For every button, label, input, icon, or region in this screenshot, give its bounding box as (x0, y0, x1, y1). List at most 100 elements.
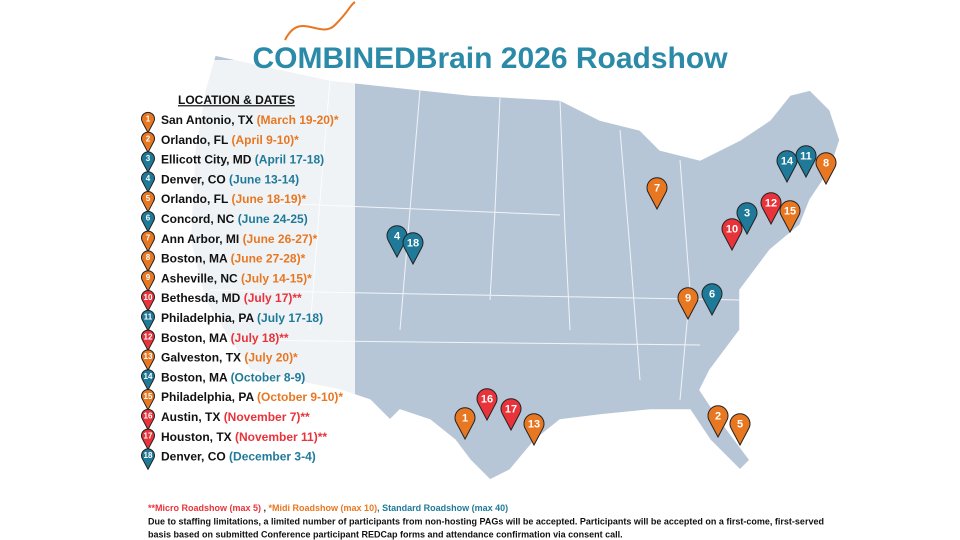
list-row: 6 Concord, NC (June 24-25) (141, 210, 308, 233)
pin-shape (141, 290, 155, 312)
pin-shape (141, 270, 155, 293)
list-row: 3 Ellicott City, MD (April 17-18) (141, 151, 324, 174)
location: Orlando, FL (161, 192, 228, 206)
list-row: 2 Orlando, FL (April 9-10)* (141, 131, 299, 154)
list-text: Denver, CO (December 3-4) (161, 450, 316, 464)
pin-number: 7 (654, 182, 660, 194)
map-pin: 1 (454, 407, 476, 441)
pin-shape (677, 287, 699, 321)
pin-shape (500, 398, 522, 432)
dates: (July 20)* (244, 351, 298, 365)
pin-number: 9 (146, 273, 151, 282)
map-pin: 16 (476, 388, 498, 422)
list-row: 14 Boston, MA (October 8-9) (141, 369, 305, 392)
pin-shape (141, 171, 155, 194)
pin-number: 1 (146, 115, 151, 124)
pin-shape (721, 218, 743, 252)
list-text: Boston, MA (July 18)** (161, 331, 289, 345)
map-pin: 10 (721, 218, 743, 252)
map-pin: 5 (729, 413, 751, 447)
list-row: 16 Austin, TX (November 7)** (141, 408, 310, 431)
dates: (July 14-15)* (241, 272, 312, 286)
note-line: Due to staffing limitations, a limited n… (148, 516, 824, 526)
pin-shape (707, 405, 729, 439)
pin-shape (815, 152, 837, 186)
list-row: 12 Boston, MA (July 18)** (141, 329, 289, 352)
pin-shape (646, 177, 668, 211)
dates: (October 9-10)* (257, 390, 343, 404)
pin-number: 17 (144, 431, 153, 440)
pin-shape (141, 111, 155, 134)
list-row: 17 Houston, TX (November 11)** (141, 428, 327, 451)
list-row: 8 Boston, MA (June 27-28)* (141, 250, 306, 273)
map-pin: 15 (779, 200, 801, 234)
pin-number: 4 (394, 230, 401, 242)
pin-shape (141, 369, 155, 392)
location: Boston, MA (161, 252, 228, 266)
pin-shape (141, 389, 155, 411)
location: Houston, TX (161, 430, 232, 444)
list-text: Philadelphia, PA (October 9-10)* (161, 390, 343, 404)
pin-shape (402, 232, 424, 266)
pin-shape (141, 448, 155, 471)
pin-shape (141, 131, 155, 154)
pin-number: 18 (407, 237, 419, 249)
list-row: 1 San Antonio, TX (March 19-20)* (141, 111, 339, 134)
dates: (July 17)** (244, 291, 302, 305)
list-text: Boston, MA (June 27-28)* (161, 252, 306, 266)
dates: (June 13-14) (229, 173, 299, 187)
pin-shape (141, 349, 155, 372)
pin-number: 15 (784, 205, 796, 217)
pin-number: 13 (528, 418, 540, 430)
list-row: 11 Philadelphia, PA (July 17-18) (141, 309, 323, 332)
location: Denver, CO (161, 173, 226, 187)
location: Austin, TX (161, 410, 220, 424)
list-row: 9 Asheville, NC (July 14-15)* (141, 270, 312, 293)
dates: (December 3-4) (229, 450, 316, 464)
list-text: Ellicott City, MD (April 17-18) (161, 153, 324, 167)
pin-number: 12 (765, 197, 777, 209)
pin-number: 17 (505, 403, 517, 415)
list-row: 4 Denver, CO (June 13-14) (141, 171, 299, 194)
pin-number: 18 (144, 451, 153, 460)
list-panel (125, 60, 355, 490)
pin-shape (141, 428, 155, 451)
pin-number: 8 (146, 253, 151, 262)
pin-shape (454, 407, 476, 441)
list-text: San Antonio, TX (March 19-20)* (161, 113, 339, 127)
pin-shape (141, 230, 155, 253)
location: Denver, CO (161, 450, 226, 464)
pin-number: 5 (737, 418, 743, 430)
legend-item: , (261, 503, 269, 513)
map-pin: 9 (677, 287, 699, 321)
dates: (June 24-25) (238, 212, 308, 226)
dates: (April 17-18) (255, 153, 324, 167)
map-pin: 6 (701, 283, 723, 317)
pin-shape (776, 150, 798, 184)
location: San Antonio, TX (161, 113, 253, 127)
list-text: Concord, NC (June 24-25) (161, 212, 308, 226)
pin-number: 2 (146, 134, 151, 143)
map-pin: 13 (523, 413, 545, 447)
list-row: 7 Ann Arbor, MI (June 26-27)* (141, 230, 318, 253)
list-text: Bethesda, MD (July 17)** (161, 291, 302, 305)
pin-number: 3 (744, 207, 750, 219)
list-text: Ann Arbor, MI (June 26-27)* (161, 232, 318, 246)
pin-number: 11 (144, 313, 153, 322)
pin-shape (141, 191, 155, 213)
location: Concord, NC (161, 212, 235, 226)
legend-item: , Standard Roadshow (max 40) (377, 503, 508, 513)
pin-number: 10 (726, 223, 738, 235)
location: Ann Arbor, MI (161, 232, 239, 246)
pin-shape (141, 210, 155, 233)
title: COMBINEDBrain 2026 Roadshow (252, 42, 728, 75)
pin-number: 5 (146, 194, 151, 203)
dates: (July 17-18) (257, 311, 323, 325)
pin-shape (141, 309, 155, 332)
pin-number: 16 (144, 412, 153, 421)
list-row: 15 Philadelphia, PA (October 9-10)* (141, 389, 343, 411)
location: Orlando, FL (161, 133, 228, 147)
dates: (November 11)** (235, 430, 327, 444)
list-text: Boston, MA (October 8-9) (161, 371, 305, 385)
